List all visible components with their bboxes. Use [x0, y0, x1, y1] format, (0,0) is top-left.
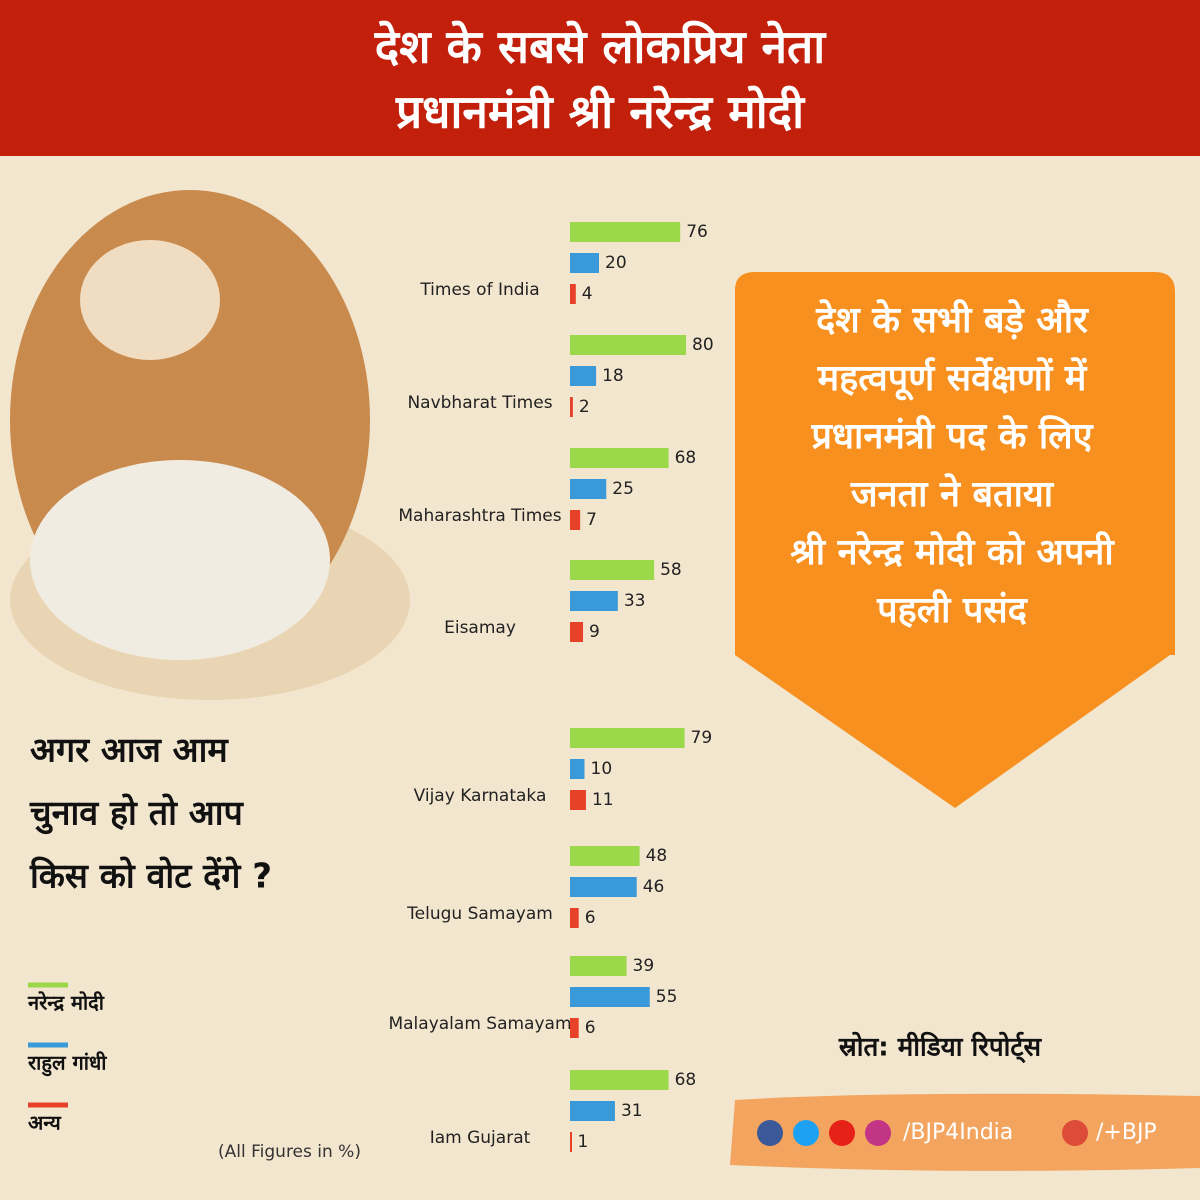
- callout-line: जनता ने बताया: [850, 473, 1055, 515]
- bar: [570, 253, 599, 273]
- value-label: 25: [612, 479, 634, 499]
- callout-line: देश के सभी बड़े और: [815, 299, 1089, 341]
- social-gplus: /+BJP: [1096, 1120, 1157, 1145]
- value-label: 2: [579, 397, 590, 417]
- callout-line: प्रधानमंत्री पद के लिए: [810, 415, 1094, 457]
- value-label: 46: [643, 877, 665, 897]
- category-label: Navbharat Times: [407, 393, 552, 413]
- legend-label: अन्य: [28, 1111, 62, 1135]
- legend-label: राहुल गांधी: [27, 1051, 107, 1077]
- value-label: 48: [646, 846, 668, 866]
- value-label: 58: [660, 560, 682, 580]
- value-label: 80: [692, 335, 714, 355]
- category-label: Telugu Samayam: [406, 904, 553, 924]
- callout-line: श्री नरेन्द्र मोदी को अपनी: [790, 531, 1115, 573]
- bar: [570, 560, 655, 580]
- category-label: Iam Gujarat: [430, 1128, 531, 1148]
- bar: [570, 448, 669, 468]
- value-label: 20: [605, 253, 627, 273]
- callout-line: पहली पसंद: [876, 589, 1029, 631]
- bar: [570, 846, 640, 866]
- header-line: प्रधानमंत्री श्री नरेन्द्र मोदी: [395, 85, 806, 139]
- bar: [570, 479, 607, 499]
- bar: [570, 284, 576, 304]
- bar: [570, 877, 637, 897]
- bar: [570, 908, 579, 928]
- value-label: 9: [589, 622, 600, 642]
- value-label: 6: [585, 1018, 596, 1038]
- callout-box: [735, 272, 1175, 808]
- value-label: 39: [633, 956, 655, 976]
- value-label: 7: [586, 510, 597, 530]
- youtube-icon: [829, 1120, 855, 1146]
- question-line: चुनाव हो तो आप: [29, 793, 244, 835]
- bar: [570, 366, 597, 386]
- bar: [570, 622, 584, 642]
- source: स्रोत: मीडिया रिपोर्ट्स: [838, 1032, 1043, 1064]
- value-label: 31: [621, 1101, 643, 1121]
- value-label: 33: [624, 591, 646, 611]
- value-label: 68: [675, 448, 697, 468]
- bar: [570, 397, 573, 417]
- footer-band: [730, 1093, 1200, 1171]
- bar: [570, 335, 686, 355]
- bar: [570, 728, 685, 748]
- value-label: 55: [656, 987, 678, 1007]
- bar: [570, 1018, 579, 1038]
- chart-note: (All Figures in %): [218, 1142, 361, 1162]
- twitter-icon: [793, 1120, 819, 1146]
- header-line: देश के सबसे लोकप्रिय नेता: [374, 20, 827, 74]
- bar: [570, 1132, 572, 1152]
- callout-line: महत्वपूर्ण सर्वेक्षणों में: [817, 357, 1088, 401]
- value-label: 1: [577, 1132, 588, 1152]
- portrait: [10, 190, 410, 700]
- header-band: [0, 0, 1200, 156]
- value-label: 11: [592, 790, 614, 810]
- gplus-icon: [1062, 1120, 1088, 1146]
- value-label: 6: [585, 908, 596, 928]
- category-label: Maharashtra Times: [398, 506, 561, 526]
- instagram-icon: [865, 1120, 891, 1146]
- bar: [570, 510, 581, 530]
- facebook-icon: [757, 1120, 783, 1146]
- value-label: 10: [591, 759, 613, 779]
- value-label: 76: [686, 222, 708, 242]
- bar: [570, 790, 586, 810]
- category-label: Vijay Karnataka: [414, 786, 547, 806]
- bar: [570, 987, 650, 1007]
- value-label: 79: [691, 728, 713, 748]
- question-line: किस को वोट देंगे ?: [29, 856, 272, 897]
- bar: [570, 759, 585, 779]
- category-label: Eisamay: [444, 618, 516, 638]
- bar: [570, 591, 618, 611]
- category-label: Malayalam Samayam: [388, 1014, 571, 1034]
- social-handle: /BJP4India: [903, 1120, 1013, 1145]
- value-label: 4: [582, 284, 593, 304]
- value-label: 18: [602, 366, 624, 386]
- bar: [570, 222, 681, 242]
- bar: [570, 1101, 615, 1121]
- category-label: Times of India: [419, 280, 539, 300]
- value-label: 68: [675, 1070, 697, 1090]
- bar: [570, 956, 627, 976]
- question-line: अगर आज आम: [30, 731, 229, 771]
- legend-label: नरेन्द्र मोदी: [27, 991, 105, 1015]
- bar: [570, 1070, 669, 1090]
